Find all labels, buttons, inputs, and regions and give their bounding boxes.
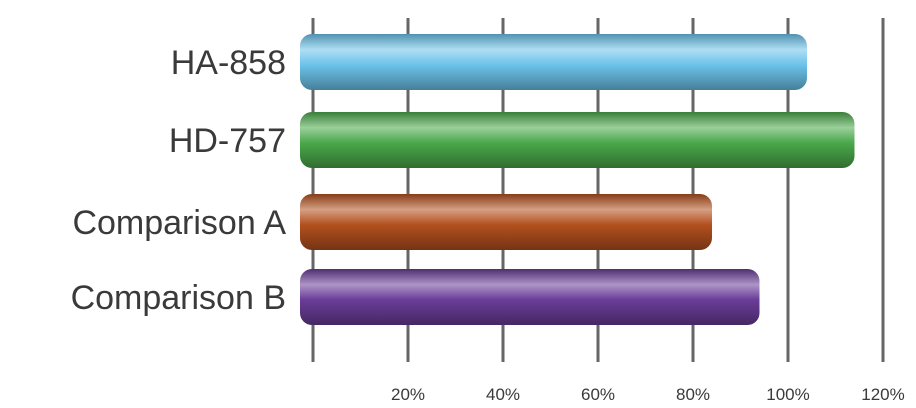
category-labels: HA-858 HD-757 Comparison A Comparison B <box>71 44 287 317</box>
category-label-comparison-a: Comparison A <box>72 204 286 242</box>
x-tick-label-60: 60% <box>581 385 615 404</box>
x-tick-label-100: 100% <box>766 385 809 404</box>
category-label-hd-757: HD-757 <box>169 122 286 160</box>
bar-comparison-a <box>300 194 712 250</box>
bar-ha-858 <box>300 34 807 90</box>
category-label-comparison-b: Comparison B <box>71 279 286 317</box>
x-tick-label-80: 80% <box>676 385 710 404</box>
bar-hd-757 <box>300 112 855 168</box>
bar-comparison-b <box>300 269 760 325</box>
x-tick-label-20: 20% <box>391 385 425 404</box>
x-tick-label-40: 40% <box>486 385 520 404</box>
x-tick-labels: 20% 40% 60% 80% 100% 120% <box>391 385 905 404</box>
category-label-ha-858: HA-858 <box>171 44 286 82</box>
bars <box>300 34 855 325</box>
x-tick-label-120: 120% <box>861 385 904 404</box>
